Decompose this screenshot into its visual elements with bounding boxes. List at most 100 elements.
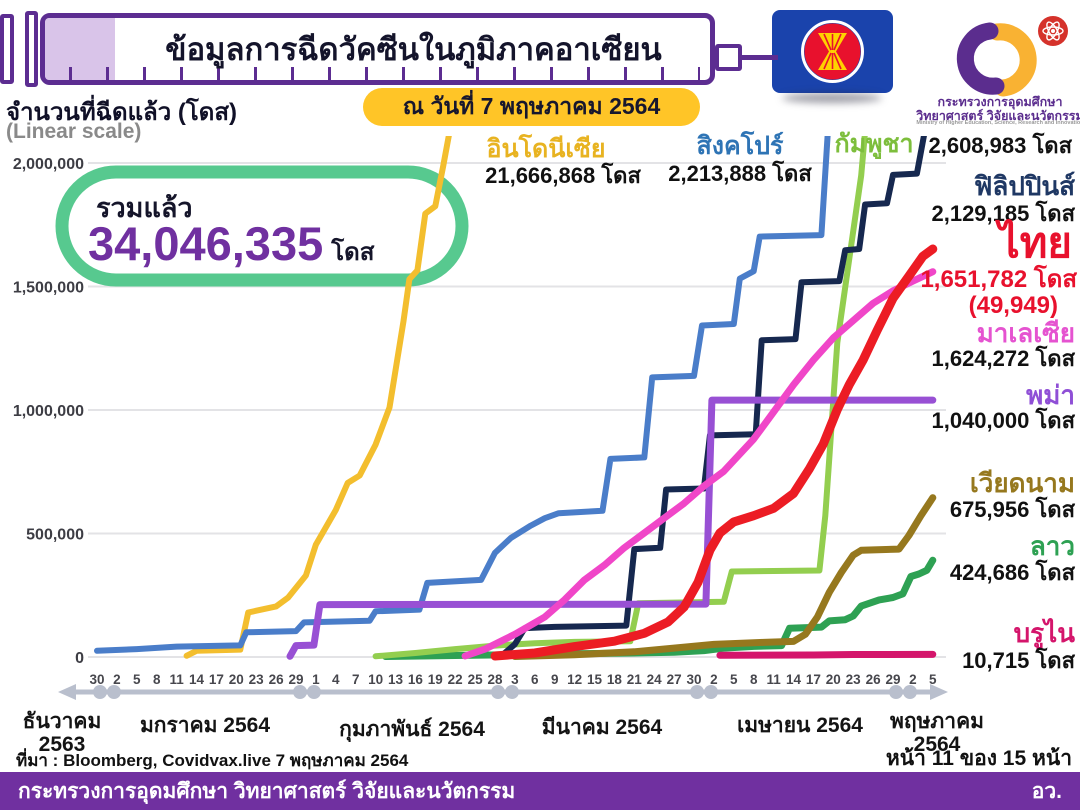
- x-tick-label: 14: [786, 672, 802, 687]
- label-philippines-value: 2,129,185 โดส: [931, 201, 1075, 226]
- x-tick-label: 3: [511, 672, 519, 687]
- x-tick-label: 7: [352, 672, 360, 687]
- x-tick-label: 1: [312, 672, 320, 687]
- axis-month-dot: [93, 685, 107, 699]
- x-tick-label: 2: [710, 672, 718, 687]
- axis-arrow-right: [930, 684, 948, 700]
- axis-month-dot: [293, 685, 307, 699]
- x-tick-label: 20: [826, 672, 841, 687]
- syringe-plunger-rod: [0, 14, 14, 84]
- series-layer: [94, 136, 938, 661]
- y-tick-label: 1,000,000: [13, 403, 84, 420]
- y-tick-label: 0: [75, 650, 84, 667]
- x-tick-label: 26: [269, 672, 285, 687]
- x-tick-label: 5: [730, 672, 738, 687]
- label-laos-name: ลาว: [1029, 531, 1075, 561]
- syringe-scale-ticks: [69, 67, 700, 80]
- label-brunei-name: บรูไน: [1013, 618, 1075, 648]
- axis-arrow-left: [58, 684, 76, 700]
- page-title: ข้อมูลการฉีดวัคซีนในภูมิภาคอาเซียน: [165, 32, 662, 67]
- label-myanmar-name: พม่า: [1026, 380, 1075, 410]
- axis-month-dot: [307, 685, 321, 699]
- label-indonesia-value: 21,666,868 โดส: [485, 163, 641, 188]
- x-tick-label: 18: [607, 672, 623, 687]
- y-tick-label: 2,000,000: [13, 156, 84, 173]
- label-singapore-name: สิงคโปร์: [696, 132, 784, 160]
- x-tick-label: 21: [627, 672, 643, 687]
- x-tick-label: 4: [332, 672, 340, 687]
- label-malaysia-value: 1,624,272 โดส: [931, 346, 1075, 371]
- month-label: กุมภาพันธ์ 2564: [339, 717, 485, 743]
- month-label: มกราคม 2564: [140, 714, 270, 737]
- x-tick-label: 30: [89, 672, 104, 687]
- logo-caption-line1: กระทรวงการอุดมศึกษา: [937, 95, 1063, 109]
- x-tick-label: 11: [169, 672, 184, 687]
- label-thailand-delta: (49,949): [968, 292, 1058, 319]
- label-brunei-value: 10,715 โดส: [962, 648, 1075, 673]
- x-tick-label: 23: [249, 672, 265, 687]
- syringe-plunger-flange: [25, 11, 38, 87]
- x-tick-label: 5: [133, 672, 141, 687]
- axis-month-dot: [505, 685, 519, 699]
- x-tick-label: 24: [647, 672, 663, 687]
- axis-month-dot: [107, 685, 121, 699]
- series-brunei: [716, 650, 937, 659]
- footer-ministry-abbr: อว.: [1031, 779, 1062, 803]
- x-tick-label: 23: [846, 672, 862, 687]
- asean-paddy-emblem: [818, 33, 847, 70]
- label-myanmar-value: 1,040,000 โดส: [931, 408, 1075, 433]
- logo-caption-line2: วิทยาศาสตร์ วิจัยและนวัตกรรม: [916, 109, 1080, 123]
- syringe-needle-hub: [715, 44, 742, 71]
- month-label: มีนาคม 2564: [542, 715, 663, 739]
- label-laos-value: 424,686 โดส: [949, 560, 1075, 585]
- total-label: รวมแล้ว: [96, 193, 193, 223]
- label-thailand-name: ไทย: [998, 219, 1072, 266]
- label-cambodia-value: 2,608,983 โดส: [928, 133, 1072, 158]
- series-myanmar: [286, 396, 937, 660]
- syringe-needle: [741, 55, 778, 60]
- x-tick-label: 19: [428, 672, 443, 687]
- x-tick-label: 30: [686, 672, 701, 687]
- atom-icon: [1038, 16, 1068, 46]
- source-citation: ที่มา : Bloomberg, Covidvax.live 7 พฤษภา…: [16, 751, 409, 770]
- series-malaysia: [461, 268, 937, 660]
- scale-note: (Linear scale): [6, 120, 142, 143]
- axis-month-dot: [889, 685, 903, 699]
- x-tick-label: 16: [408, 672, 424, 687]
- label-vietnam-value: 675,956 โดส: [949, 497, 1075, 522]
- x-tick-label: 27: [667, 672, 682, 687]
- x-tick-label: 15: [587, 672, 603, 687]
- total-ring: [55, 165, 469, 287]
- label-philippines-name: ฟิลิปปินส์: [974, 171, 1075, 201]
- label-malaysia-name: มาเลเซีย: [976, 318, 1075, 348]
- label-cambodia-name: กัมพูชา: [834, 130, 914, 158]
- y-tick-label: 500,000: [26, 527, 84, 544]
- x-tick-label: 17: [806, 672, 821, 687]
- month-label: เมษายน 2564: [737, 714, 863, 737]
- label-indonesia-name: อินโดนีเซีย: [486, 135, 606, 163]
- x-tick-label: 22: [448, 672, 463, 687]
- asean-flag: [772, 10, 893, 93]
- x-tick-label: 26: [866, 672, 882, 687]
- x-tick-label: 5: [929, 672, 937, 687]
- x-tick-label: 11: [766, 672, 781, 687]
- y-tick-label: 1,500,000: [13, 280, 84, 297]
- x-tick-label: 29: [288, 672, 303, 687]
- label-singapore-value: 2,213,888 โดส: [668, 161, 812, 186]
- series-thailand: [490, 244, 938, 661]
- syringe-barrel: ข้อมูลการฉีดวัคซีนในภูมิภาคอาเซียน: [40, 13, 715, 85]
- series-cambodia: [372, 136, 868, 660]
- x-tick-label: 6: [531, 672, 539, 687]
- logo-caption-line3: Ministry of Higher Education, Science, R…: [916, 120, 1080, 126]
- x-tick-label: 8: [153, 672, 161, 687]
- month-label: ธันวาคม 2563: [23, 710, 102, 756]
- page-indicator: หน้า 11 ของ 15 หน้า: [885, 747, 1072, 770]
- total-unit: โดส: [331, 239, 375, 266]
- x-tick-label: 25: [468, 672, 484, 687]
- date-axis: 30 2 5 8 11 14 17 20 23 26 29 1 4 7 10 13 16 19 22 25 28 3 6 9 1…: [23, 672, 984, 756]
- x-tick-label: 2: [909, 672, 917, 687]
- mhesi-logo: [956, 16, 1068, 97]
- footer-bar: กระทรวงการอุดมศึกษา วิทยาศาสตร์ วิจัยและ…: [0, 772, 1080, 810]
